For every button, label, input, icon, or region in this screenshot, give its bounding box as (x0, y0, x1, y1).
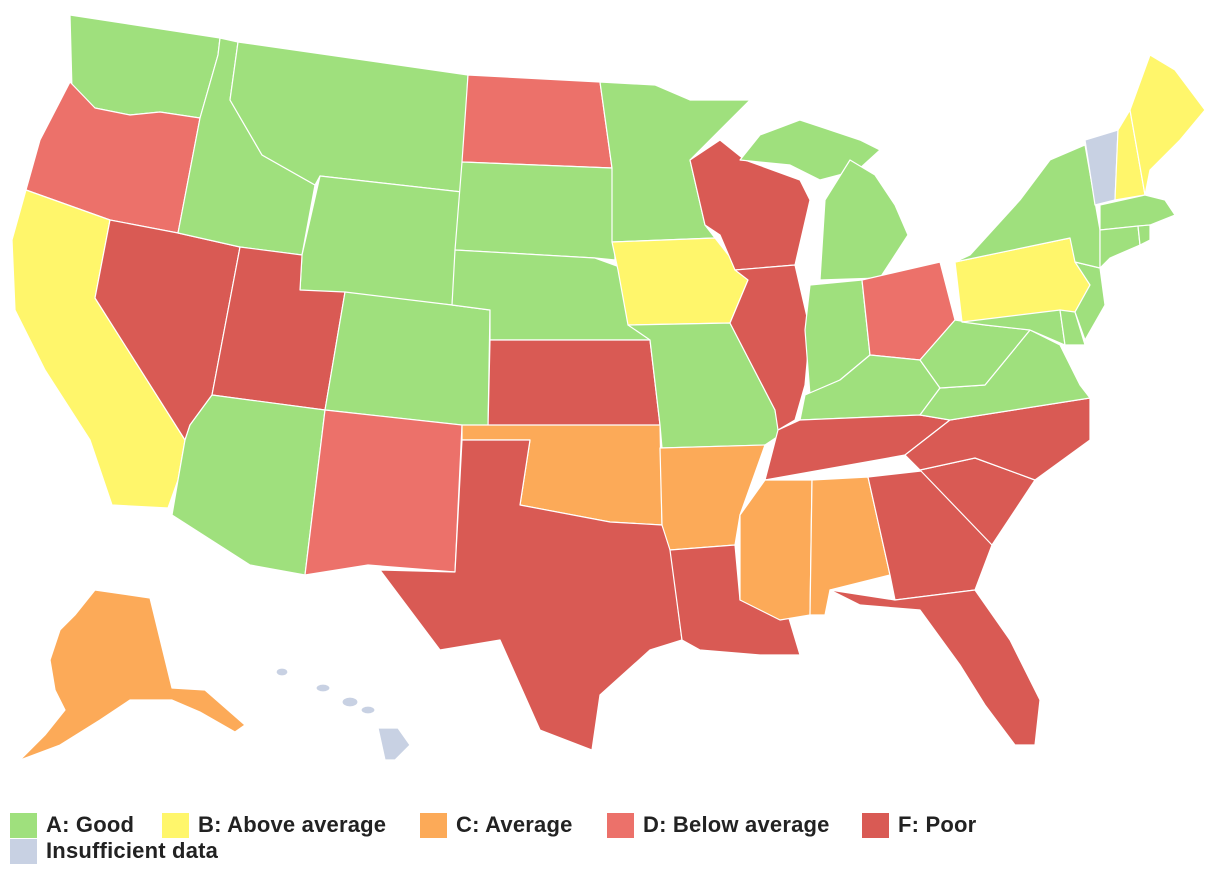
state-de (1059, 309, 1086, 346)
legend-item-b: B: Above average (162, 812, 386, 838)
state-wi (689, 139, 811, 271)
state-wy (299, 175, 463, 306)
state-ak (19, 589, 246, 761)
legend-item-c: C: Average (420, 812, 573, 838)
state-ct (1099, 225, 1141, 269)
legend-swatch-b (162, 812, 189, 838)
legend-label-insufficient: Insufficient data (46, 838, 219, 863)
state-hi-island-2 (315, 683, 331, 693)
state-wa (69, 14, 221, 119)
legend-swatch-f (862, 812, 889, 838)
state-nd (461, 74, 613, 169)
state-hi-island-1 (275, 667, 289, 677)
legend-label-f: F: Poor (898, 812, 977, 837)
state-hi-island-5 (377, 727, 411, 761)
state-ri (1137, 224, 1151, 246)
legend-item-a: A: Good (10, 812, 134, 838)
state-ms (739, 479, 813, 621)
state-hi-island-4 (360, 705, 376, 715)
legend: A: Good B: Above average C: Average D: B… (0, 806, 1220, 872)
state-az (171, 394, 326, 576)
state-mi (739, 119, 881, 181)
legend-swatch-a (10, 812, 37, 838)
state-sd (454, 161, 616, 261)
legend-swatch-insufficient (10, 838, 37, 864)
state-hi-island-3 (341, 696, 359, 708)
legend-label-c: C: Average (456, 812, 573, 837)
state-il (729, 264, 811, 431)
us-state-grade-map (11, 14, 1206, 761)
state-la (669, 544, 801, 656)
legend-item-d: D: Below average (607, 812, 830, 838)
legend-label-a: A: Good (46, 812, 135, 837)
state-fl (829, 589, 1041, 746)
state-md (961, 309, 1066, 346)
legend-item-insufficient: Insufficient data (10, 838, 218, 864)
state-nm (304, 409, 463, 576)
state-me (1129, 54, 1206, 196)
state-mi-lower (819, 159, 909, 281)
legend-label-d: D: Below average (643, 812, 830, 837)
legend-item-f: F: Poor (862, 812, 976, 838)
state-tx (379, 439, 683, 751)
state-ks (487, 339, 661, 429)
state-co (324, 291, 491, 429)
legend-swatch-d (607, 812, 634, 838)
legend-swatch-c (420, 812, 447, 838)
legend-label-b: B: Above average (198, 812, 387, 837)
